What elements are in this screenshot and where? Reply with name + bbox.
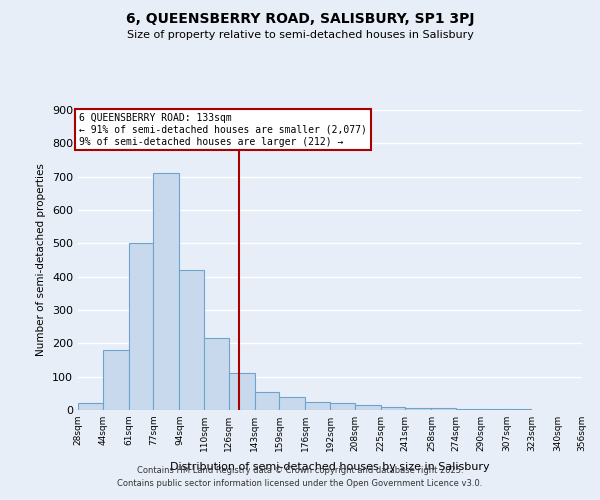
Bar bbox=[255, 392, 279, 410]
Bar bbox=[481, 409, 507, 410]
Bar bbox=[78, 404, 103, 410]
Bar bbox=[103, 350, 129, 410]
Bar bbox=[204, 338, 229, 410]
Bar bbox=[279, 396, 305, 410]
Bar bbox=[330, 404, 355, 410]
Text: Contains HM Land Registry data © Crown copyright and database right 2025.
Contai: Contains HM Land Registry data © Crown c… bbox=[118, 466, 482, 487]
Bar bbox=[456, 409, 481, 410]
X-axis label: Distribution of semi-detached houses by size in Salisbury: Distribution of semi-detached houses by … bbox=[170, 462, 490, 472]
Bar bbox=[179, 270, 204, 410]
Y-axis label: Number of semi-detached properties: Number of semi-detached properties bbox=[37, 164, 46, 356]
Bar bbox=[431, 408, 456, 410]
Bar bbox=[153, 174, 179, 410]
Text: 6, QUEENSBERRY ROAD, SALISBURY, SP1 3PJ: 6, QUEENSBERRY ROAD, SALISBURY, SP1 3PJ bbox=[126, 12, 474, 26]
Bar bbox=[129, 244, 153, 410]
Bar bbox=[381, 406, 405, 410]
Bar bbox=[305, 402, 330, 410]
Text: 6 QUEENSBERRY ROAD: 133sqm
← 91% of semi-detached houses are smaller (2,077)
9% : 6 QUEENSBERRY ROAD: 133sqm ← 91% of semi… bbox=[79, 114, 367, 146]
Bar bbox=[405, 408, 431, 410]
Text: Size of property relative to semi-detached houses in Salisbury: Size of property relative to semi-detach… bbox=[127, 30, 473, 40]
Bar bbox=[355, 405, 381, 410]
Bar bbox=[229, 374, 255, 410]
